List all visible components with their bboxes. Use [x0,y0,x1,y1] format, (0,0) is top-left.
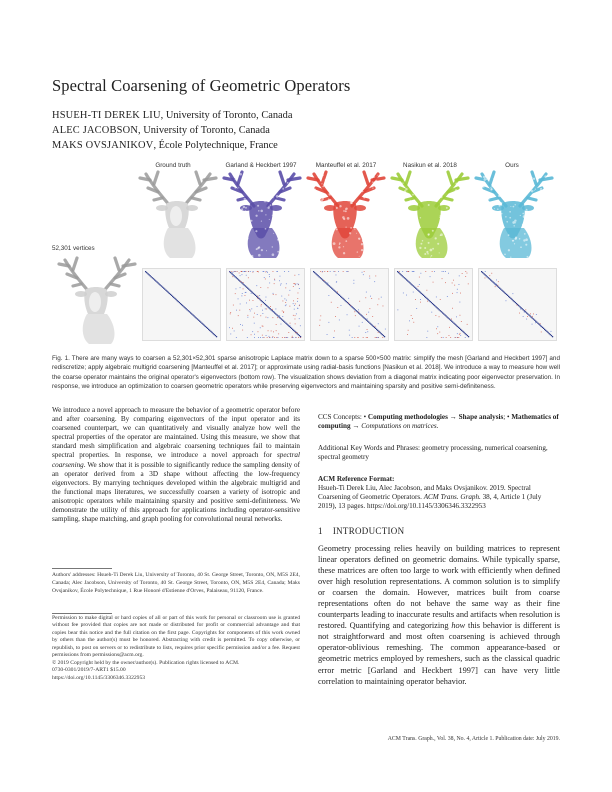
deer-garland [222,170,302,258]
column-header-ground-truth: Ground truth [155,162,191,169]
ccs-separator: ; • [503,413,512,421]
vertices-label: 52,301 vertices [52,245,95,252]
deer-input-mesh [57,256,137,344]
ccs-concept-4: Computations on matrices [361,422,437,431]
ccs-concept-2: Shape analysis [458,413,504,421]
deer-nasikun [390,170,470,258]
ccs-prefix: CCS Concepts: • [318,413,368,421]
author-name: HSUEH-TI DEREK LIU [52,110,161,121]
abstract-part-2: . We show that it is possible to signifi… [52,460,300,524]
intro-text: Geometry processing relies heavily on bu… [318,544,560,631]
ccs-concepts: CCS Concepts: • Computing methodologies … [318,413,560,431]
eigen-matrix-garland [226,268,305,341]
section-heading-introduction: 1 INTRODUCTION [318,526,404,536]
deer-manteuffel [306,170,386,258]
eigen-matrix-nasikun [394,268,473,341]
keywords: Additional Key Words and Phrases: geomet… [318,444,548,462]
ccs-arrow: → [350,422,362,431]
eigen-matrix-ground-truth [142,268,221,341]
ccs-concept-1: Computing methodologies [367,413,448,421]
paper-title: Spectral Coarsening of Geometric Operato… [52,76,351,95]
author-2: ALEC JACOBSON, University of Toronto, Ca… [52,125,270,136]
abstract-part-1: We introduce a novel approach to measure… [52,406,300,460]
author-affiliation: , University of Toronto, Canada [138,125,270,136]
figure-caption: Fig. 1. There are many ways to coarsen a… [52,354,560,391]
column-header-manteuffel: Manteuffel et al. 2017 [315,162,377,169]
abstract-emphasis: spectral coarsening [52,451,300,469]
reference-format: Hsueh-Ti Derek Liu, Alec Jacobson, and M… [318,484,560,511]
permission-rule [52,613,112,614]
eigen-matrix-manteuffel [310,268,389,341]
column-header-nasikun: Nasikun et al. 2018 [403,162,457,169]
section-title: INTRODUCTION [332,526,405,536]
reference-journal: ACM Trans. Graph. [423,493,481,502]
issn-line: 0730-0301/2019/7-ART1 $15.00 [52,667,126,674]
author-name: MAKS OVSJANIKOV [52,140,154,151]
permission-text: Permission to make digital or hard copie… [52,615,300,659]
introduction-paragraph: Geometry processing relies heavily on bu… [318,543,560,687]
author-affiliation: , École Polytechnique, France [153,140,278,151]
author-name: ALEC JACOBSON [52,125,139,136]
copyright-line: © 2019 Copyright held by the owner/autho… [52,659,240,666]
eigen-matrix-ours [478,268,557,341]
deer-ground-truth [138,170,218,258]
intro-emphasis: how [451,621,466,631]
ccs-arrow: → [447,413,459,421]
reference-text: 38, 4, Article 1 (July 2019), 13 pages. … [318,493,542,511]
column-header-garland: Garland & Heckbert 1997 [225,162,297,169]
abstract: We introduce a novel approach to measure… [52,406,300,524]
author-3: MAKS OVSJANIKOV, École Polytechnique, Fr… [52,140,278,151]
author-1: HSUEH-TI DEREK LIU, University of Toront… [52,110,292,121]
author-affiliation: , University of Toronto, Canada [160,110,293,121]
reference-text: Hsueh-Ti Derek Liu, Alec Jacobson, and M… [318,484,531,502]
author-addresses: Authors' addresses: Hsueh-Ti Derek Liu, … [52,572,300,594]
intro-text: this behavior is different is not straig… [318,621,561,686]
permission-notice: Permission to make digital or hard copie… [52,615,300,682]
deer-ours [474,170,554,259]
caption-label: Fig. 1. [52,355,70,362]
section-number: 1 [318,526,323,536]
ccs-end: . [436,422,439,431]
footnote-rule [52,568,112,569]
reference-format-heading: ACM Reference Format: [318,475,395,483]
page-footer: ACM Trans. Graph., Vol. 38, No. 4, Artic… [387,736,560,742]
doi-line[interactable]: https://doi.org/10.1145/3306346.3322953 [52,674,146,681]
ccs-concept-3: Mathematics of computing [318,413,559,431]
caption-text: There are many ways to coarsen a 52,301×… [52,355,560,390]
column-header-ours: Ours [505,162,519,169]
